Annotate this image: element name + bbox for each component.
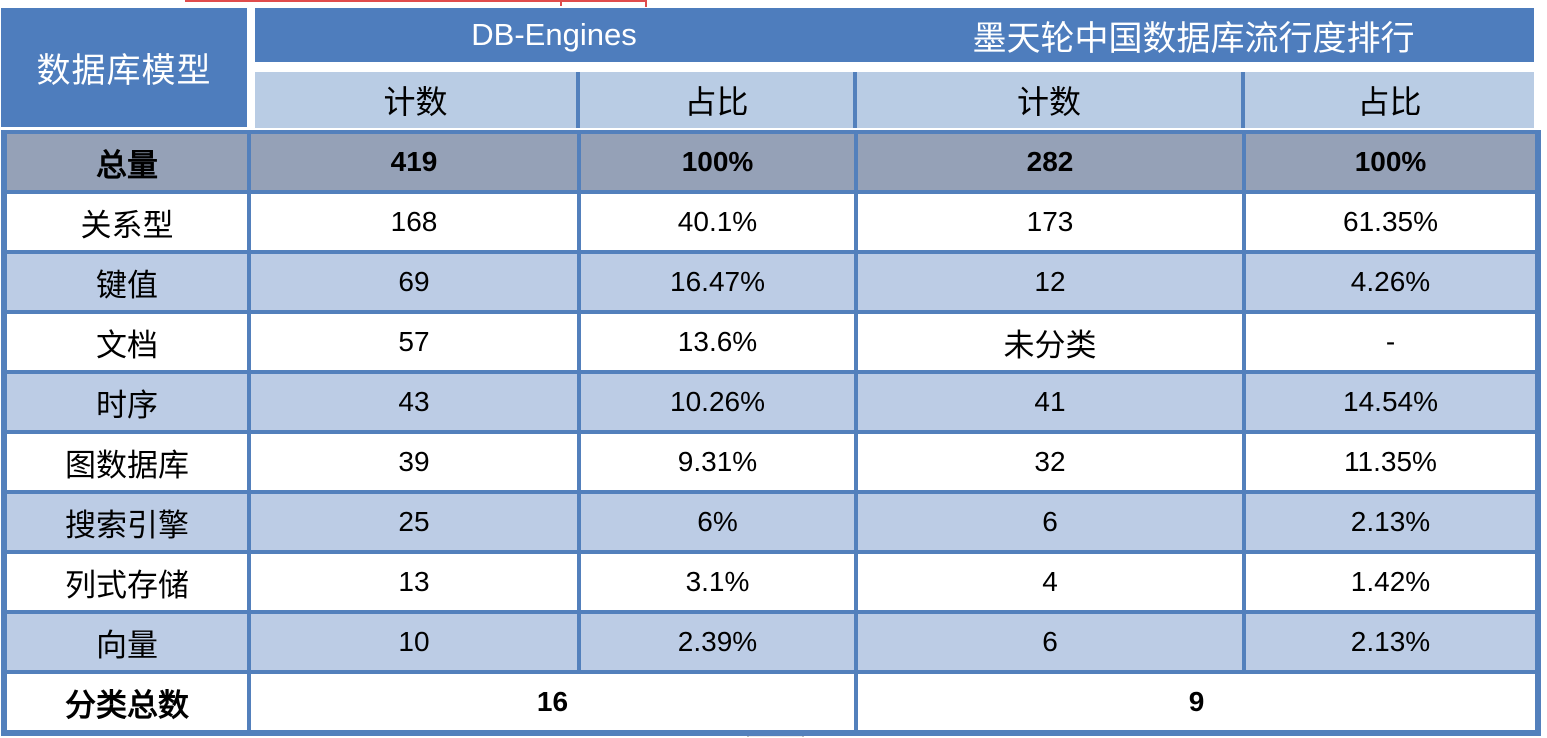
table-cell: 4	[858, 554, 1242, 610]
group-header-db-engines: DB-Engines	[255, 8, 853, 62]
table-cell: 6%	[581, 494, 854, 550]
row-label: 搜索引擎	[7, 494, 247, 550]
table-cell: 6	[858, 494, 1242, 550]
column-group-header-bar: DB-Engines 墨天轮中国数据库流行度排行	[255, 8, 1534, 62]
table-cell: 14.54%	[1246, 374, 1535, 430]
footer-value-db-engines: 16	[251, 674, 854, 730]
table-cell: 9.31%	[581, 434, 854, 490]
table-cell: 未分类	[858, 314, 1242, 370]
subheader-ratio-2: 占比	[1245, 72, 1534, 128]
table-cell: 419	[251, 134, 577, 190]
table-cell: 69	[251, 254, 577, 310]
row-label: 总量	[7, 134, 247, 190]
subheader-row: 计数 占比 计数 占比	[255, 72, 1534, 128]
red-tick-artifact	[560, 0, 562, 6]
row-label: 向量	[7, 614, 247, 670]
row-label: 关系型	[7, 194, 247, 250]
table-body: 总量 419 100% 282 100% 关系型 168 40.1% 173 6…	[1, 130, 1541, 736]
corner-header-cell: 数据库模型	[1, 8, 247, 127]
table-cell: 100%	[1246, 134, 1535, 190]
table-cell: 13	[251, 554, 577, 610]
corner-header-label: 数据库模型	[36, 53, 212, 90]
table-cell: 43	[251, 374, 577, 430]
table-cell: 41	[858, 374, 1242, 430]
row-label: 文档	[7, 314, 247, 370]
table-cell: 2.39%	[581, 614, 854, 670]
group-header-motianlun: 墨天轮中国数据库流行度排行	[853, 8, 1534, 62]
table-cell: 1.42%	[1246, 554, 1535, 610]
subheader-ratio-1: 占比	[580, 72, 853, 128]
table-cell: 32	[858, 434, 1242, 490]
row-label: 键值	[7, 254, 247, 310]
table-cell: -	[1246, 314, 1535, 370]
footer-value-motianlun: 9	[858, 674, 1535, 730]
subheader-count-1: 计数	[255, 72, 576, 128]
table-cell: 2.13%	[1246, 494, 1535, 550]
table-cell: 57	[251, 314, 577, 370]
table-cell: 2.13%	[1246, 614, 1535, 670]
table-cell: 11.35%	[1246, 434, 1535, 490]
table-cell: 173	[858, 194, 1242, 250]
table-cell: 3.1%	[581, 554, 854, 610]
table-cell: 6	[858, 614, 1242, 670]
table-cell: 282	[858, 134, 1242, 190]
table-cell: 12	[858, 254, 1242, 310]
red-tick-artifact	[645, 0, 647, 7]
row-label: 列式存储	[7, 554, 247, 610]
row-label: 时序	[7, 374, 247, 430]
table-cell: 16.47%	[581, 254, 854, 310]
table-cell: 40.1%	[581, 194, 854, 250]
footer-label: 分类总数	[7, 674, 247, 730]
table-cell: 10.26%	[581, 374, 854, 430]
red-underline-artifact	[185, 0, 647, 2]
table-cell: 4.26%	[1246, 254, 1535, 310]
table-cell: 10	[251, 614, 577, 670]
table-cell: 61.35%	[1246, 194, 1535, 250]
table-cell: 25	[251, 494, 577, 550]
group-header-db-engines-label: DB-Engines	[471, 17, 637, 52]
group-header-motianlun-label: 墨天轮中国数据库流行度排行	[972, 20, 1415, 58]
table-cell: 39	[251, 434, 577, 490]
row-label: 图数据库	[7, 434, 247, 490]
table-cell: 100%	[581, 134, 854, 190]
table-cell: 13.6%	[581, 314, 854, 370]
subheader-count-2: 计数	[857, 72, 1241, 128]
table-cell: 168	[251, 194, 577, 250]
